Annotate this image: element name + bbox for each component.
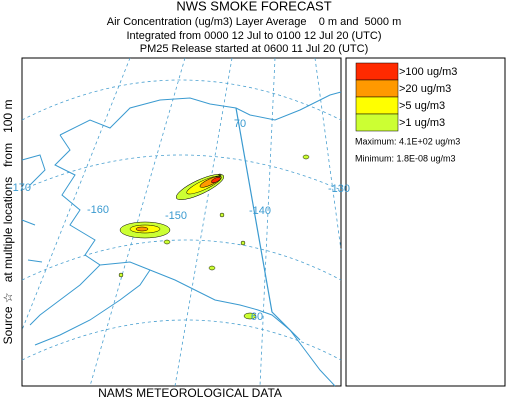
map-label: -140 <box>249 205 271 217</box>
map-label: -130 <box>328 183 350 195</box>
map-label: -170 <box>9 182 31 194</box>
map-frame <box>21 57 342 387</box>
map-label: 60 <box>251 311 263 323</box>
legend: >100 ug/m3 >20 ug/m3 >5 ug/m3 >1 ug/m3 <box>355 62 457 132</box>
graticule <box>314 57 342 251</box>
graticule <box>21 154 342 191</box>
legend-label: >5 ug/m3 <box>399 100 445 112</box>
graticule <box>89 57 186 387</box>
subtitle: Integrated from 0000 12 Jul to 0100 12 J… <box>127 30 382 42</box>
graticule <box>21 239 342 281</box>
graticule <box>259 57 276 387</box>
subtitle: PM25 Release started at 0600 11 Jul 20 (… <box>140 43 368 55</box>
legend-swatch <box>355 96 399 115</box>
plume <box>118 272 124 278</box>
legend-swatch <box>355 79 399 98</box>
plume <box>219 212 225 218</box>
smoke-plumes: * <box>118 154 310 320</box>
legend-maximum: Maximum: 4.1E+02 ug/m3 <box>355 136 460 146</box>
legend-label: >20 ug/m3 <box>399 83 451 95</box>
footer: NAMS METEOROLOGICAL DATA <box>98 386 282 400</box>
graticule <box>174 57 233 387</box>
border <box>235 107 301 341</box>
title: NWS SMOKE FORECAST <box>176 0 331 13</box>
graticule <box>21 319 342 361</box>
plume <box>135 226 149 232</box>
legend-label: >1 ug/m3 <box>399 117 445 129</box>
subtitle: Air Concentration (ug/m3) Layer Average … <box>107 16 402 28</box>
side-label: Source ☆ at multiple locations from 100 … <box>1 100 15 345</box>
coastline <box>29 91 342 387</box>
map-label: -150 <box>165 210 187 222</box>
legend-minimum: Minimum: 1.8E-08 ug/m3 <box>355 153 456 163</box>
plume <box>243 312 257 320</box>
plume <box>211 176 221 184</box>
map: * <box>21 57 342 387</box>
plume <box>240 240 246 246</box>
map-label: -160 <box>87 204 109 216</box>
legend-swatch <box>355 62 399 81</box>
legend-swatch <box>355 113 399 132</box>
graticule <box>21 57 131 331</box>
source-marker: * <box>218 173 222 184</box>
plume <box>302 154 310 160</box>
coastline <box>21 154 46 263</box>
legend-label: >100 ug/m3 <box>399 66 457 78</box>
map-label: 70 <box>234 118 246 130</box>
plume <box>163 239 171 245</box>
plume <box>208 265 216 271</box>
